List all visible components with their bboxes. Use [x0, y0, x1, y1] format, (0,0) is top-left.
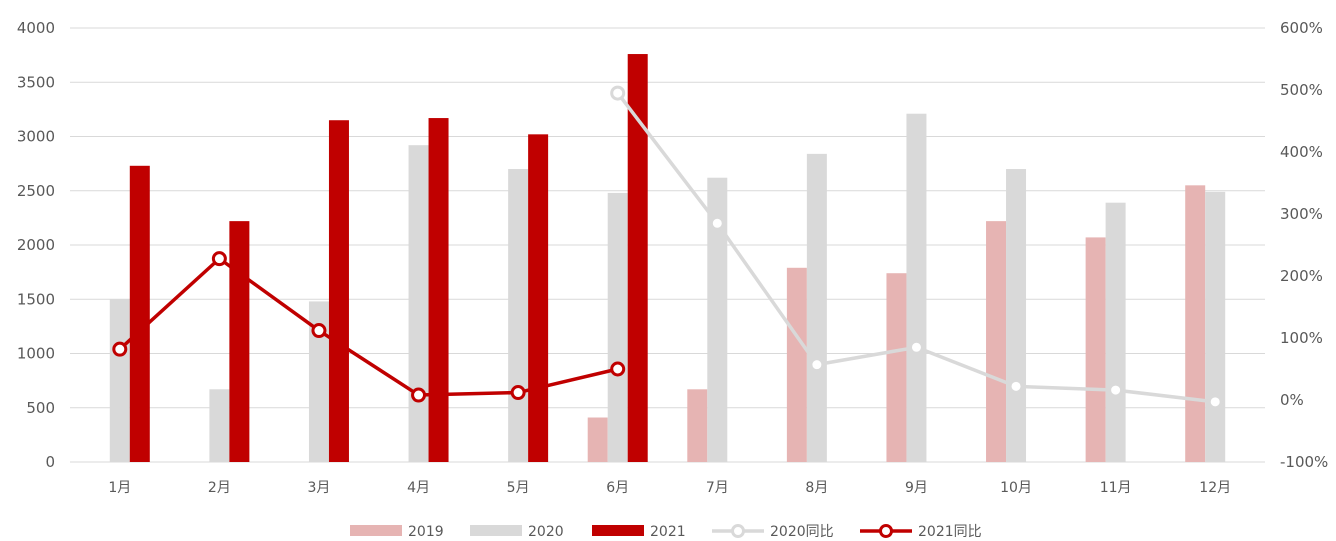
bar-2019 [986, 221, 1007, 462]
y-left-tick-label: 0 [45, 453, 55, 471]
line-series [112, 85, 1223, 410]
line-2021同比 [118, 256, 619, 397]
x-tick-label: 10月 [1000, 480, 1032, 496]
legend-label: 2020 [528, 524, 564, 540]
legend-marker-2021同比 [879, 524, 893, 538]
bar-2021 [129, 165, 150, 463]
point-2020同比 [610, 85, 626, 101]
legend-label: 2020同比 [770, 524, 834, 540]
y-left-tick-label: 3000 [17, 128, 55, 146]
bar-2020 [1105, 202, 1126, 462]
x-tick-label: 9月 [905, 480, 928, 496]
bar-2020 [109, 299, 130, 462]
legend-label: 2021 [650, 524, 686, 540]
x-tick-label: 11月 [1100, 480, 1132, 496]
x-tick-label: 4月 [407, 480, 430, 496]
point-2020同比 [709, 215, 725, 231]
x-tick-label: 12月 [1199, 480, 1231, 496]
x-tick-label: 1月 [108, 480, 131, 496]
y-left-tick-label: 3500 [17, 73, 55, 91]
y-left-tick-label: 4000 [17, 19, 55, 37]
y-left-tick-label: 2000 [17, 236, 55, 254]
legend-label: 2019 [408, 524, 444, 540]
point-2021同比 [411, 387, 427, 403]
y-right-tick-label: -100% [1280, 453, 1328, 471]
point-2021同比 [211, 251, 227, 267]
point-2021同比 [112, 341, 128, 357]
point-2020同比 [809, 357, 825, 373]
bar-2019 [587, 417, 608, 462]
bar-2020 [1205, 191, 1226, 462]
y-right-tick-label: 500% [1280, 81, 1323, 99]
x-tick-label: 5月 [507, 480, 530, 496]
bar-2020 [1006, 169, 1027, 463]
point-2021同比 [610, 361, 626, 377]
y-left-tick-label: 1000 [17, 345, 55, 363]
bar-2020 [308, 301, 329, 462]
point-2020同比 [908, 339, 924, 355]
point-2020同比 [1108, 382, 1124, 398]
point-2021同比 [510, 385, 526, 401]
y-right-tick-label: 200% [1280, 267, 1323, 285]
bar-2020 [806, 153, 827, 463]
legend-marker-2020同比 [731, 524, 745, 538]
y-right-tick-label: 300% [1280, 205, 1323, 223]
y-right-tick-label: 100% [1280, 329, 1323, 347]
x-tick-label: 3月 [307, 480, 330, 496]
y-left-tick-label: 1500 [17, 290, 55, 308]
bar-2019 [1185, 185, 1206, 462]
bar-2020 [209, 389, 230, 462]
point-2020同比 [1207, 394, 1223, 410]
y-left-tick-label: 2500 [17, 182, 55, 200]
legend-swatch-2020 [470, 525, 522, 536]
x-tick-label: 2月 [208, 480, 231, 496]
bar-2020 [607, 192, 628, 463]
y-right-tick-label: 400% [1280, 143, 1323, 161]
point-2021同比 [311, 323, 327, 339]
bar-2020 [906, 113, 927, 462]
x-tick-label: 7月 [706, 480, 729, 496]
y-right-tick-label: 0% [1280, 391, 1304, 409]
bar-2019 [1085, 237, 1106, 462]
y-axis-left: 0 500 1000 1500 2000 2500 3000 3500 4000 [17, 19, 55, 471]
bar-2021 [328, 120, 349, 462]
x-axis: 1月 2月 3月 4月 5月 6月 7月 8月 9月 10月 11月 12月 [108, 480, 1231, 496]
x-tick-label: 6月 [606, 480, 629, 496]
bar-2021 [428, 118, 449, 463]
bar-2020 [707, 177, 728, 463]
y-axis-right: -100% 0% 100% 200% 300% 400% 500% 600% [1280, 19, 1328, 471]
bar-2019 [886, 273, 907, 462]
bar-2019 [687, 389, 708, 462]
bar-2021 [229, 221, 250, 462]
x-tick-label: 8月 [805, 480, 828, 496]
y-left-tick-label: 500 [26, 399, 55, 417]
legend-swatch-2021 [592, 525, 644, 536]
y-right-tick-label: 600% [1280, 19, 1323, 37]
bar-2021 [627, 54, 648, 462]
bar-series [109, 54, 1226, 463]
point-2020同比 [1008, 378, 1024, 394]
legend: 2019 2020 2021 2020同比 2021同比 [350, 524, 982, 540]
bar-2020 [508, 169, 529, 463]
bar-2020 [408, 145, 429, 462]
bar-2019 [786, 267, 807, 462]
legend-swatch-2019 [350, 525, 402, 536]
gridlines [70, 27, 1265, 463]
legend-label: 2021同比 [918, 524, 982, 540]
bar-2021 [528, 134, 549, 462]
